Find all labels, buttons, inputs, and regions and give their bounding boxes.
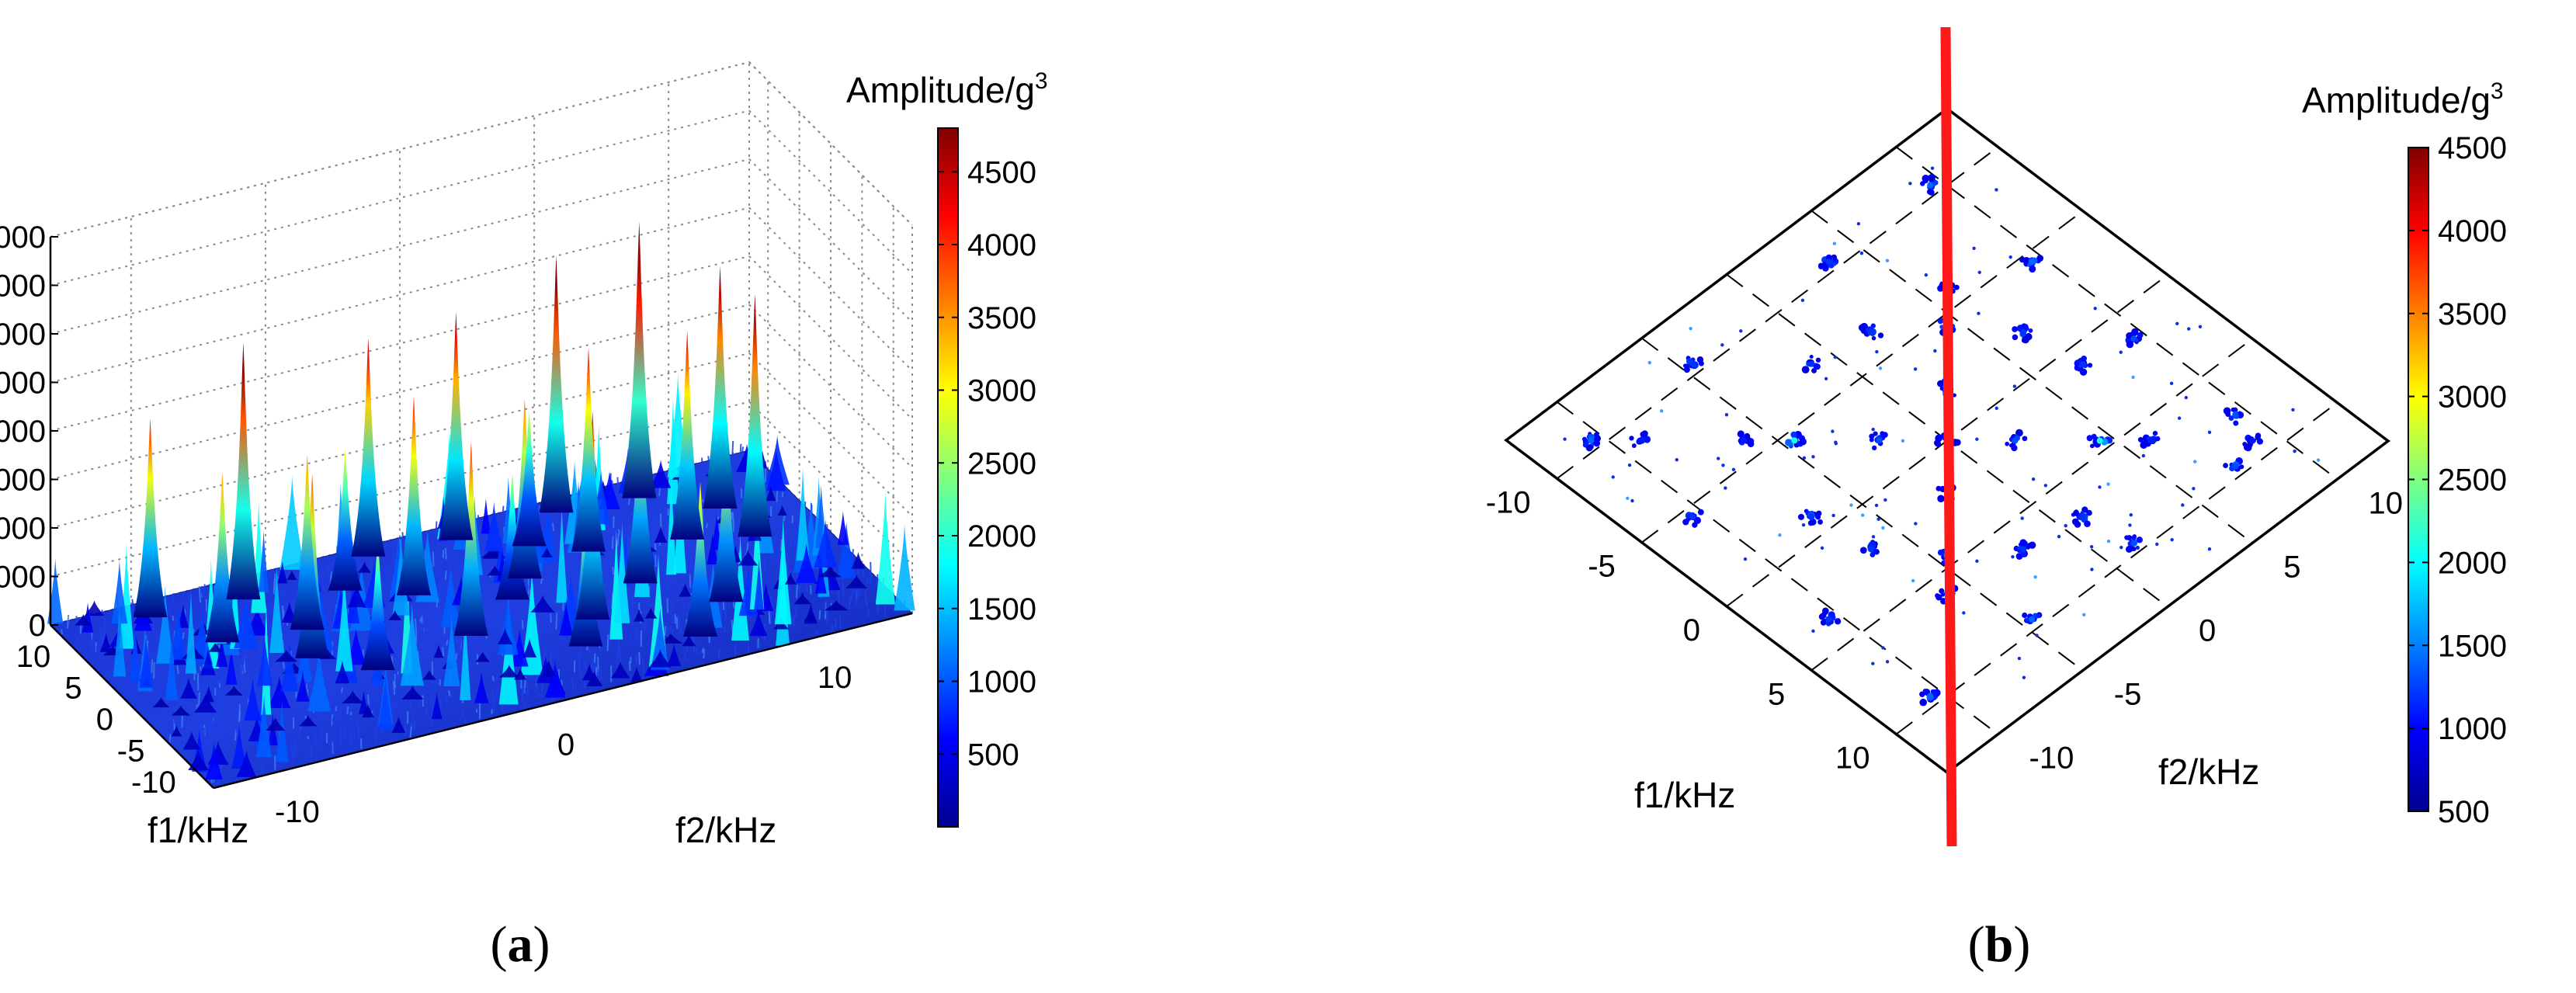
panel-b-y-tick-label: 10	[2368, 486, 2403, 520]
panel-a-y-tick-label: 10	[818, 661, 852, 695]
colorbar-tick-label: 3000	[2438, 380, 2507, 415]
panel-b-x-axis-label: f1/kHz	[1634, 775, 1735, 815]
panel-a-x-tick-label: 5	[64, 672, 82, 706]
colorbar-tick-label: 2000	[2438, 546, 2507, 580]
colorbar-tick-label: 1000	[2438, 712, 2507, 746]
panel-a-x-tick-label: 10	[16, 640, 51, 674]
panel-a-z-tick-label: 8000	[0, 220, 46, 255]
colorbar-tick-label: 3500	[2438, 297, 2507, 332]
panel-b-frame	[1504, 106, 2390, 775]
panel-a-z-tick-label: 7000	[0, 269, 46, 304]
colorbar-tick-label: 2000	[967, 519, 1036, 554]
panel-a-z-tick-label: 6000	[0, 318, 46, 352]
colorbar-tick-label: 4000	[2438, 214, 2507, 248]
panel-b-tick-labels: -10 -5 0 5 10 10 5 0 -5 -10	[1486, 485, 2403, 775]
panel-a-colorbar: 500 1000 1500 2000 2500 3000 3500 4000 4500 Ampli…	[846, 68, 1048, 828]
panel-a-z-tick-label: 1000	[0, 561, 46, 595]
panel-b-y-tick-label: -5	[2114, 678, 2142, 712]
panel-a-axes	[49, 236, 913, 790]
panel-b-contour-peaks	[1563, 166, 2321, 707]
panel-a-z-tick-label: 5000	[0, 366, 46, 401]
panel-b-y-tick-label: 5	[2283, 550, 2300, 584]
panel-b-contour-plot: -10 -5 0 5 10 10 5 0 -5 -10 f1/kHz f2/kHz 500 1000…	[1486, 26, 2507, 973]
colorbar-tick-label: 3000	[967, 374, 1036, 408]
panel-b-colorbar: 500 1000 1500 2000 2500 3000 3500 4000 4500 Ampli…	[2302, 78, 2507, 829]
panel-b-x-tick-label: 5	[1768, 677, 1785, 711]
panel-b-x-tick-label: 10	[1835, 741, 1870, 776]
colorbar-title: Amplitude/g3	[2302, 78, 2504, 120]
panel-a-z-tick-label: 3000	[0, 464, 46, 498]
panel-a-caption: (a)	[491, 916, 550, 973]
panel-a-z-tick-label: 0	[29, 609, 46, 643]
panel-a-y-tick-label: 0	[557, 728, 575, 762]
colorbar-tick-label: 500	[967, 738, 1019, 772]
panel-a-tick-labels: 0100020003000400050006000700080001050-5-…	[0, 220, 852, 829]
colorbar-title-exponent: 3	[2491, 78, 2504, 104]
colorbar-tick-label: 1500	[2438, 629, 2507, 663]
panel-a-y-axis-label: f2/kHz	[675, 810, 776, 850]
colorbar-title: Amplitude/g3	[846, 68, 1048, 110]
colorbar-tick-label: 2500	[2438, 464, 2507, 498]
panel-a-x-tick-label: -10	[131, 766, 176, 800]
panel-a-surface-peaks	[47, 221, 915, 780]
panel-a-y-tick-label: -10	[275, 795, 320, 829]
colorbar-gradient	[937, 127, 959, 828]
panel-a-surface-plot: 0100020003000400050006000700080001050-5-…	[0, 61, 1048, 973]
colorbar-tick-label: 1000	[967, 665, 1036, 700]
panel-b-y-axis-label: f2/kHz	[2158, 752, 2259, 792]
panel-a-z-tick-label: 4000	[0, 415, 46, 449]
colorbar-tick-label: 4000	[967, 228, 1036, 262]
panel-a-x-tick-label: 0	[96, 703, 113, 737]
colorbar-title-exponent: 3	[1035, 68, 1048, 94]
panel-b-red-line	[1940, 26, 1957, 847]
colorbar-tick-label: 500	[2438, 795, 2490, 829]
panel-a-z-tick-label: 2000	[0, 512, 46, 546]
colorbar-tick-label: 2500	[967, 446, 1036, 481]
colorbar-tick-label: 4500	[967, 155, 1036, 189]
panel-b-y-tick-label: 0	[2199, 614, 2216, 648]
panel-b-y-tick-label: -10	[2029, 741, 2074, 776]
panel-b-x-tick-label: 0	[1683, 613, 1700, 648]
colorbar-tick-label: 3500	[967, 301, 1036, 335]
panel-a-x-tick-label: -5	[117, 734, 145, 768]
panel-b-caption: (b)	[1968, 916, 2031, 973]
panel-b-x-tick-label: -10	[1486, 485, 1531, 519]
colorbar-tick-label: 4500	[2438, 131, 2507, 165]
panel-a-x-axis-label: f1/kHz	[148, 810, 248, 850]
panel-b-x-tick-label: -5	[1588, 550, 1616, 584]
colorbar-tick-label: 1500	[967, 592, 1036, 627]
